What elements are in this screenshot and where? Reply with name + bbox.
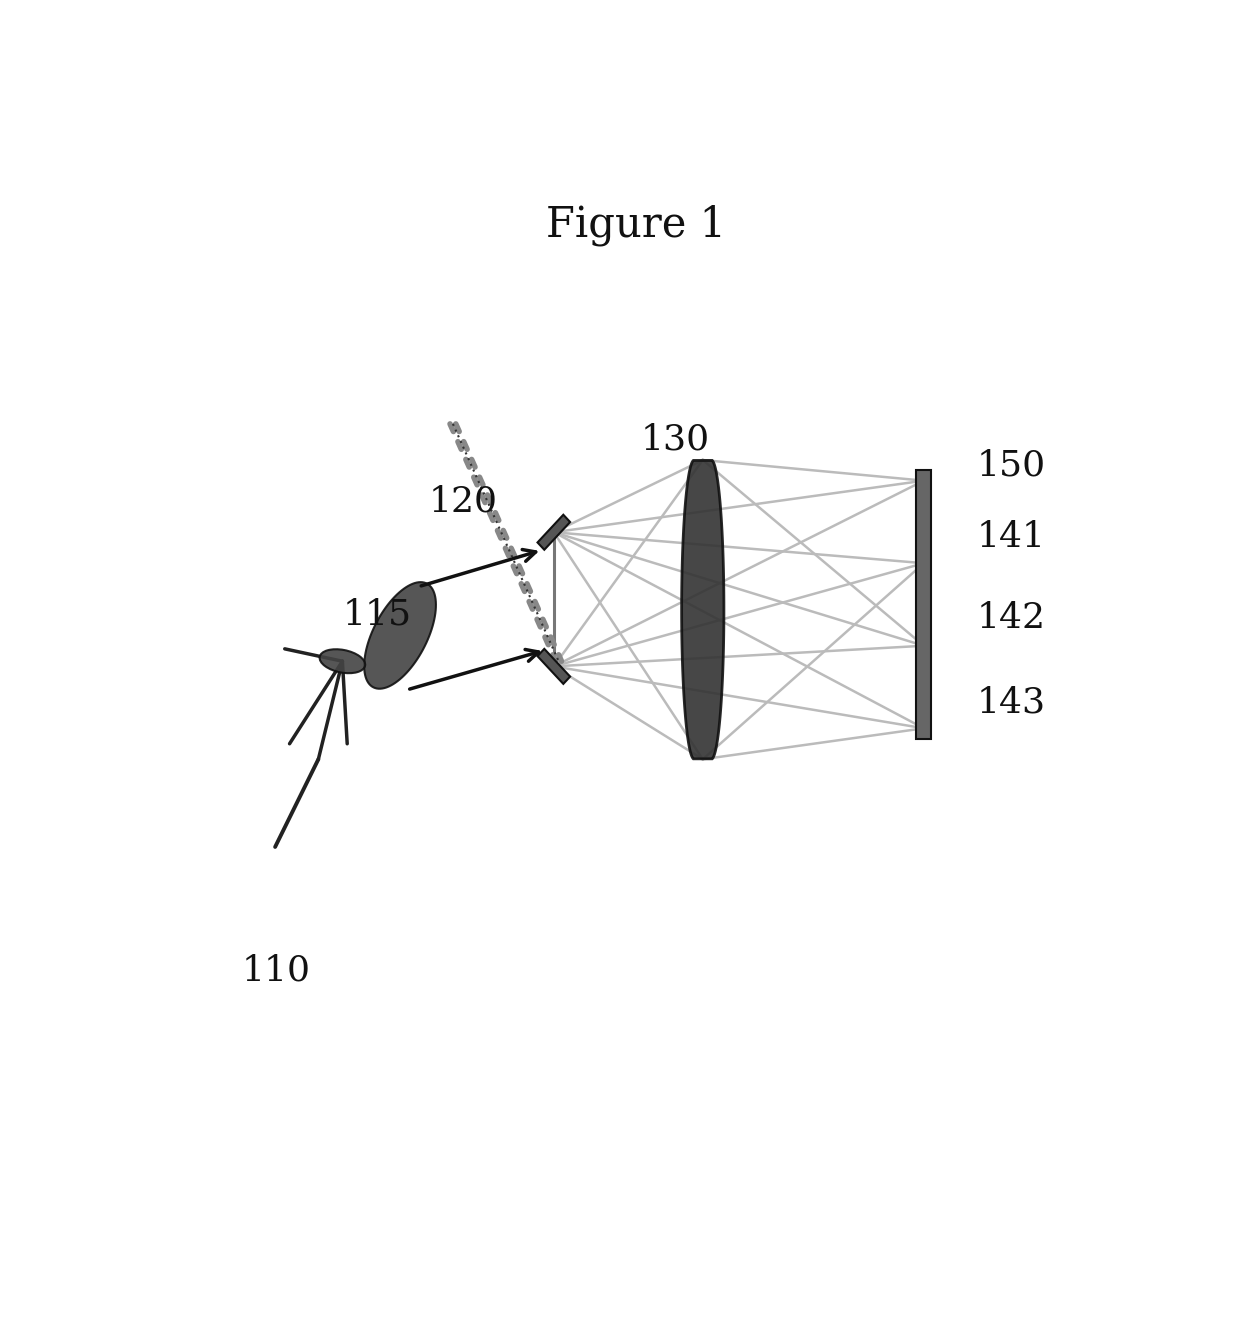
Text: 115: 115	[342, 598, 412, 631]
Ellipse shape	[320, 650, 366, 673]
Polygon shape	[365, 582, 436, 689]
Text: Figure 1: Figure 1	[546, 204, 725, 247]
Text: 130: 130	[640, 422, 709, 457]
Text: 110: 110	[242, 954, 310, 988]
Text: 141: 141	[977, 520, 1045, 555]
Text: 120: 120	[429, 484, 498, 519]
Text: 142: 142	[977, 600, 1045, 635]
Text: 150: 150	[977, 448, 1045, 482]
Polygon shape	[537, 515, 570, 549]
Bar	[916, 470, 931, 738]
Polygon shape	[682, 461, 724, 758]
Text: 143: 143	[977, 686, 1045, 720]
Polygon shape	[537, 649, 570, 683]
